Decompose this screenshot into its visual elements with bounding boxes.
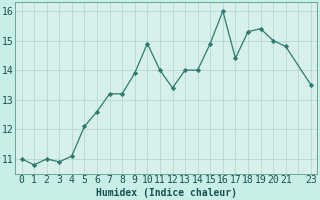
X-axis label: Humidex (Indice chaleur): Humidex (Indice chaleur) (96, 188, 237, 198)
